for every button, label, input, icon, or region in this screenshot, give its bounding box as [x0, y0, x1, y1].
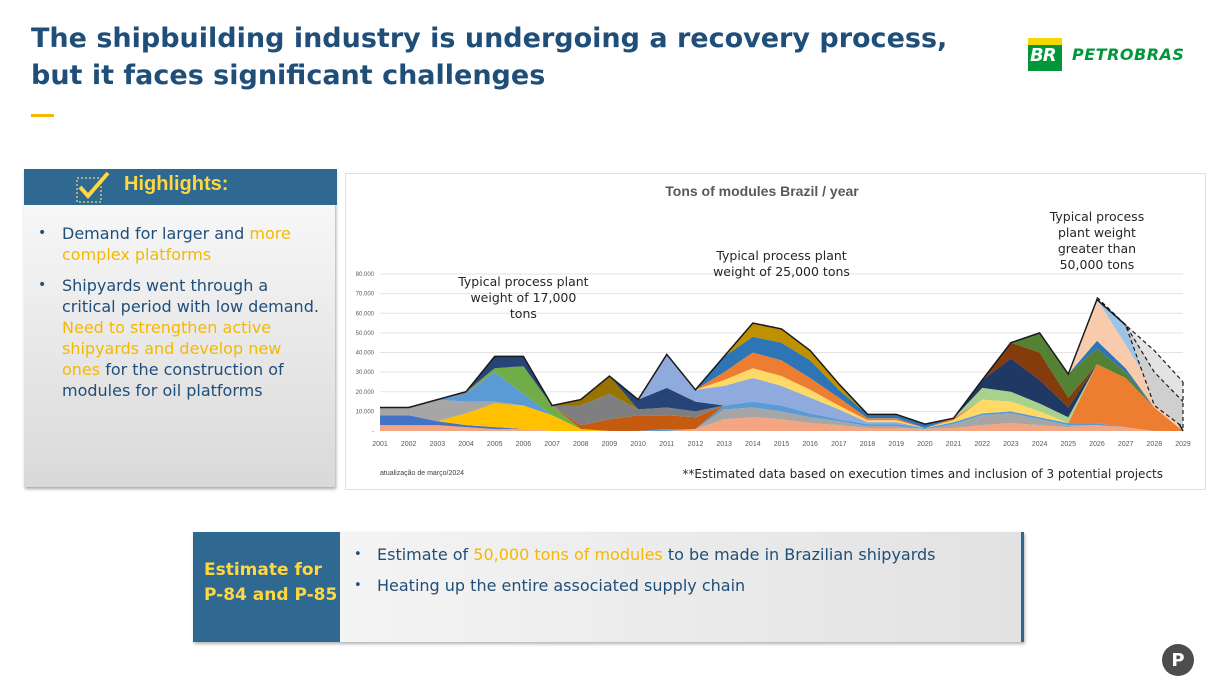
annotation-line: tons: [510, 306, 537, 321]
x-tick-label: 2013: [716, 441, 732, 448]
petrobras-logo: BR PETROBRAS: [1028, 37, 1184, 71]
annotation-line: plant weight: [1058, 225, 1136, 240]
projection-band-upper: [1096, 297, 1183, 402]
x-tick-label: 2020: [917, 441, 933, 448]
highlight-item: Shipyards went through a critical period…: [38, 275, 324, 401]
x-tick-label: 2010: [630, 441, 646, 448]
x-tick-label: 2029: [1175, 441, 1191, 448]
x-tick-label: 2007: [544, 441, 560, 448]
y-tick-label: 80.000: [356, 272, 375, 278]
x-tick-label: 2023: [1003, 441, 1019, 448]
x-tick-label: 2005: [487, 441, 503, 448]
area-series-s18: [380, 332, 1183, 431]
area-series-s3: [380, 403, 1183, 431]
chart-annotation: Typical process plant weight of 25,000 to…: [713, 248, 850, 279]
area-chart-svg: Tons of modules Brazil / year - 10.000 20.…: [356, 183, 1191, 481]
x-tick-label: 2021: [946, 441, 962, 448]
logo-mark-text: BR: [1030, 44, 1057, 66]
br-logo-icon: BR: [1028, 37, 1062, 71]
x-tick-label: 2015: [774, 441, 790, 448]
projection-line-low: [1096, 297, 1184, 428]
x-tick-label: 2012: [688, 441, 704, 448]
title-accent-bar: [31, 114, 54, 117]
x-tick-label: 2001: [372, 441, 388, 448]
estimate-panel: Estimate for P-84 and P-85 Estimate of 5…: [193, 532, 1024, 642]
estimate-list: Estimate of 50,000 tons of modules to be…: [352, 544, 936, 606]
area-series-s20: [380, 299, 1183, 431]
x-tick-label: 2027: [1118, 441, 1134, 448]
x-tick-label: 2024: [1032, 441, 1048, 448]
x-tick-label: 2016: [802, 441, 818, 448]
area-series-s11: [380, 354, 1183, 431]
y-tick-label: 20.000: [356, 390, 375, 396]
logo-brand-text: PETROBRAS: [1072, 44, 1185, 64]
checkbox-check-icon: [76, 171, 110, 203]
area-series-s5: [380, 372, 1183, 431]
y-tick-label: -: [372, 429, 374, 435]
x-tick-label: 2018: [860, 441, 876, 448]
annotation-line: Typical process: [1049, 209, 1145, 224]
projection-line-top: [1096, 297, 1184, 383]
x-tick-label: 2019: [888, 441, 904, 448]
estimate-label-block: Estimate for P-84 and P-85: [193, 532, 340, 642]
x-tick-label: 2017: [831, 441, 847, 448]
x-tick-label: 2008: [573, 441, 589, 448]
chart-note-left: atualização de março/2024: [380, 470, 464, 477]
highlight-item: Demand for larger and more complex platf…: [38, 223, 324, 265]
chart-note-right: **Estimated data based on execution time…: [682, 467, 1163, 481]
y-tick-label: 50.000: [356, 331, 375, 337]
x-tick-label: 2004: [458, 441, 474, 448]
estimate-item: Heating up the entire associated supply …: [352, 575, 936, 597]
x-tick-label: 2028: [1147, 441, 1163, 448]
area-series-s13: [380, 352, 1183, 431]
area-series-s6: [380, 366, 1183, 431]
projection-line-mid: [1096, 297, 1184, 402]
x-tick-label: 2014: [745, 441, 761, 448]
x-tick-label: 2025: [1060, 441, 1076, 448]
y-tick-label: 70.000: [356, 292, 375, 298]
x-tick-label: 2011: [659, 441, 674, 448]
area-series-s4: [380, 399, 1183, 431]
y-tick-label: 10.000: [356, 409, 375, 415]
annotation-line: Typical process plant: [457, 274, 588, 289]
area-series-s1: [380, 417, 1183, 431]
area-series-s8: [380, 366, 1183, 431]
annotation-line: weight of 17,000: [470, 290, 576, 305]
x-tick-label: 2002: [401, 441, 417, 448]
highlights-list: Demand for larger and more complex platf…: [38, 223, 324, 411]
chart-annotation: Typical process plant weight of 17,000 ton…: [457, 274, 588, 321]
estimate-item: Estimate of 50,000 tons of modules to be…: [352, 544, 936, 566]
projection-band-lower: [1096, 297, 1183, 428]
annotation-line: 50,000 tons: [1060, 257, 1135, 272]
chart-title: Tons of modules Brazil / year: [665, 183, 859, 199]
page-title: The shipbuilding industry is undergoing …: [31, 23, 948, 91]
x-tick-label: 2009: [602, 441, 618, 448]
total-outline: [380, 298, 1184, 432]
estimate-content: Estimate of 50,000 tons of modules to be…: [340, 532, 1024, 642]
presentation-p-icon[interactable]: P: [1162, 644, 1194, 676]
modules-chart: Tons of modules Brazil / year - 10.000 20.…: [345, 173, 1206, 490]
chart-annotation: Typical process plant weight greater than 5…: [1049, 209, 1145, 272]
x-tick-label: 2022: [974, 441, 990, 448]
highlights-header: Highlights:: [24, 169, 337, 205]
annotation-line: Typical process plant: [715, 248, 846, 263]
x-tick-label: 2006: [516, 441, 532, 448]
estimate-label: Estimate for P-84 and P-85: [204, 560, 338, 605]
annotation-line: weight of 25,000 tons: [713, 264, 850, 279]
x-tick-label: 2003: [430, 441, 446, 448]
highlights-title: Highlights:: [124, 173, 229, 195]
y-tick-label: 40.000: [356, 351, 375, 357]
y-tick-label: 30.000: [356, 370, 375, 376]
y-tick-label: 60.000: [356, 311, 375, 317]
area-series-s15: [380, 352, 1183, 431]
annotation-line: greater than: [1058, 241, 1136, 256]
area-series-s12: [380, 354, 1183, 431]
x-tick-label: 2026: [1089, 441, 1105, 448]
highlights-panel: Highlights: Demand for larger and more c…: [24, 169, 337, 487]
